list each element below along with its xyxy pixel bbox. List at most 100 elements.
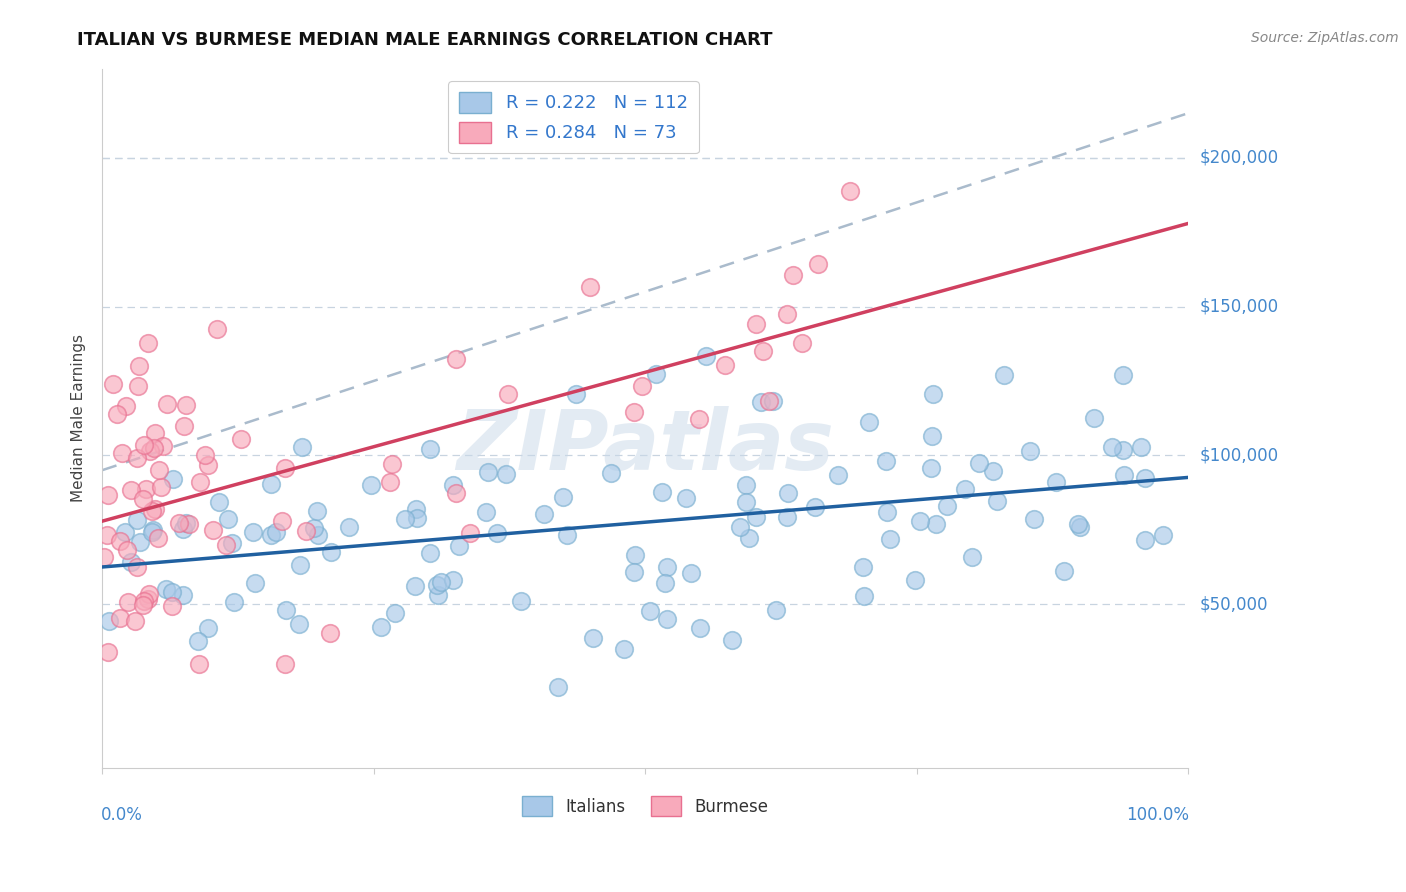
Point — [533, 507, 555, 521]
Point — [875, 453, 897, 467]
Point — [136, 335, 159, 350]
Point — [935, 499, 957, 513]
Point — [752, 344, 775, 359]
Point — [745, 317, 768, 331]
Point — [101, 377, 124, 392]
Point — [1101, 440, 1123, 454]
Point — [852, 589, 875, 603]
Point — [983, 464, 1005, 478]
Point — [221, 535, 243, 549]
Point — [162, 472, 184, 486]
Point — [125, 559, 148, 574]
Point — [960, 549, 983, 564]
Point — [127, 451, 149, 466]
Point — [148, 531, 170, 545]
Point — [321, 545, 343, 559]
Point — [172, 588, 194, 602]
Point — [174, 398, 197, 412]
Point — [477, 465, 499, 479]
Point — [160, 599, 183, 613]
Point — [1022, 512, 1045, 526]
Point — [229, 432, 252, 446]
Point — [675, 491, 697, 505]
Point — [115, 399, 138, 413]
Point — [839, 184, 862, 198]
Point — [778, 485, 800, 500]
Point — [134, 594, 156, 608]
Point — [202, 523, 225, 537]
Point — [143, 501, 166, 516]
Point — [651, 484, 673, 499]
Point — [986, 494, 1008, 508]
Point — [243, 575, 266, 590]
Point — [1053, 564, 1076, 578]
Point — [110, 611, 132, 625]
Point — [1129, 440, 1152, 454]
Point — [631, 379, 654, 393]
Point — [714, 359, 737, 373]
Point — [475, 505, 498, 519]
Point — [294, 524, 316, 538]
Point — [319, 626, 342, 640]
Point — [993, 368, 1015, 382]
Point — [290, 558, 312, 572]
Point — [735, 477, 758, 491]
Point — [132, 491, 155, 506]
Point — [688, 411, 710, 425]
Point — [307, 528, 329, 542]
Point — [273, 657, 295, 671]
Text: $100,000: $100,000 — [1199, 446, 1278, 465]
Point — [141, 504, 163, 518]
Point — [728, 520, 751, 534]
Point — [1112, 368, 1135, 382]
Point — [458, 526, 481, 541]
Point — [215, 537, 238, 551]
Point — [638, 604, 661, 618]
Point — [136, 591, 159, 606]
Point — [782, 268, 804, 282]
Point — [217, 512, 239, 526]
Point — [1069, 520, 1091, 534]
Point — [155, 582, 177, 596]
Point — [921, 387, 943, 401]
Point — [551, 490, 574, 504]
Point — [97, 645, 120, 659]
Point — [695, 349, 717, 363]
Point — [762, 393, 785, 408]
Point — [194, 448, 217, 462]
Point — [302, 521, 325, 535]
Point — [142, 442, 165, 456]
Text: $150,000: $150,000 — [1199, 298, 1278, 316]
Text: Source: ZipAtlas.com: Source: ZipAtlas.com — [1251, 31, 1399, 45]
Point — [655, 612, 678, 626]
Point — [749, 395, 772, 409]
Point — [207, 322, 229, 336]
Point — [485, 526, 508, 541]
Text: ITALIAN VS BURMESE MEDIAN MALE EARNINGS CORRELATION CHART: ITALIAN VS BURMESE MEDIAN MALE EARNINGS … — [77, 31, 773, 49]
Point — [925, 516, 948, 531]
Point — [139, 444, 162, 458]
Point — [132, 598, 155, 612]
Point — [765, 603, 787, 617]
Point — [851, 559, 873, 574]
Point — [509, 594, 531, 608]
Point — [160, 584, 183, 599]
Point — [921, 429, 943, 443]
Point — [115, 543, 138, 558]
Point — [1133, 533, 1156, 547]
Point — [370, 620, 392, 634]
Point — [404, 579, 426, 593]
Point — [565, 387, 588, 401]
Point — [623, 405, 645, 419]
Point — [138, 587, 160, 601]
Point — [624, 548, 647, 562]
Point — [738, 532, 761, 546]
Point — [96, 527, 118, 541]
Point — [187, 633, 209, 648]
Point — [405, 502, 427, 516]
Text: 0.0%: 0.0% — [101, 806, 143, 824]
Point — [197, 458, 219, 472]
Point — [441, 573, 464, 587]
Point — [132, 438, 155, 452]
Point — [776, 510, 799, 524]
